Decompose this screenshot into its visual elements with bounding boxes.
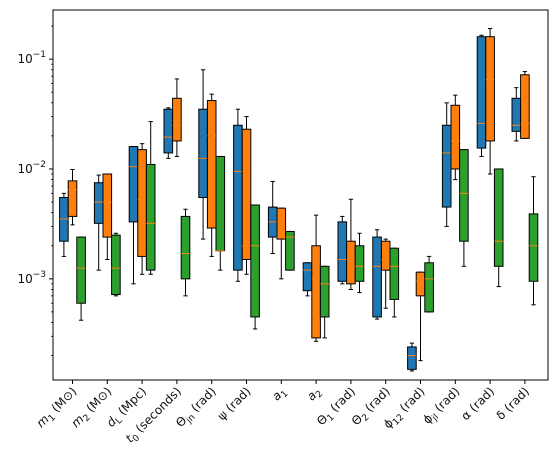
box-iqr <box>215 155 226 252</box>
x-tick-label: ϕjl (rad) <box>420 384 465 429</box>
y-tick-label: 10−3 <box>17 270 46 286</box>
box-iqr <box>180 215 191 280</box>
box-group <box>172 78 182 157</box>
box-group <box>441 102 452 227</box>
box-group <box>476 34 487 157</box>
box-group <box>493 168 504 288</box>
box-group <box>276 207 287 280</box>
box-iqr <box>241 128 252 260</box>
box-group <box>267 180 278 255</box>
box-iqr <box>424 262 434 313</box>
box-group <box>145 121 156 275</box>
box-iqr <box>441 124 452 208</box>
box-group <box>59 192 69 257</box>
box-group <box>163 107 174 159</box>
box-iqr <box>493 168 504 267</box>
plot-frame <box>52 9 549 381</box>
box-group <box>415 271 426 362</box>
box-group <box>354 232 365 294</box>
y-tick-label: 10−2 <box>17 160 46 176</box>
box-group <box>215 155 226 271</box>
box-iqr <box>415 271 426 297</box>
box-group <box>285 230 295 271</box>
box-group <box>380 238 391 309</box>
box-group <box>137 143 147 275</box>
box-group <box>311 214 321 342</box>
box-iqr <box>389 247 400 300</box>
y-axis: 10−3 10−2 10−1 <box>17 25 53 357</box>
x-tick-label: ψ (rad) <box>215 384 254 423</box>
x-tick-label: δ (rad) <box>494 384 532 422</box>
box-iqr <box>459 149 469 242</box>
box-iqr <box>354 245 365 282</box>
box-group <box>102 173 113 260</box>
box-group <box>302 262 313 297</box>
box-group <box>511 87 522 142</box>
box-iqr <box>137 149 147 257</box>
box-iqr <box>450 104 461 170</box>
box-iqr <box>145 163 156 271</box>
box-iqr <box>163 108 174 154</box>
box-group <box>128 146 139 285</box>
box-group <box>233 108 243 282</box>
box-iqr <box>250 204 260 318</box>
box-iqr <box>102 173 113 238</box>
x-tick-label: α (rad) <box>458 384 497 423</box>
box-iqr <box>346 240 356 285</box>
box-iqr <box>407 346 417 370</box>
box-iqr <box>485 36 495 142</box>
box-group <box>76 236 86 321</box>
x-tick-label: a2 <box>304 384 325 405</box>
box-iqr <box>285 230 295 271</box>
box-group <box>450 94 461 181</box>
box-group <box>198 69 208 240</box>
box-group <box>337 215 348 285</box>
box-iqr <box>380 240 391 271</box>
box-iqr <box>206 100 217 229</box>
box-iqr <box>311 245 321 339</box>
box-iqr <box>520 74 530 139</box>
box-marks <box>59 28 539 372</box>
box-group <box>206 93 217 257</box>
box-group <box>424 255 434 313</box>
box-iqr <box>233 124 243 271</box>
box-group <box>407 342 417 372</box>
box-group <box>241 116 252 275</box>
box-iqr <box>372 236 382 318</box>
box-iqr <box>276 207 287 240</box>
y-tick-label: 10−1 <box>17 50 46 66</box>
box-iqr <box>128 146 139 223</box>
box-group <box>520 71 530 139</box>
box-iqr <box>172 97 182 142</box>
box-iqr <box>511 97 522 132</box>
box-group <box>250 204 260 330</box>
x-tick-label: a1 <box>269 384 290 405</box>
box-group <box>372 229 382 320</box>
box-group <box>485 28 495 175</box>
box-group <box>180 208 191 297</box>
box-iqr <box>76 236 86 304</box>
box-group <box>319 265 330 339</box>
box-group <box>528 176 539 306</box>
box-group <box>459 149 469 267</box>
box-group <box>346 198 356 290</box>
box-iqr <box>319 265 330 318</box>
box-group <box>111 232 121 297</box>
box-group <box>389 247 400 318</box>
box-iqr <box>93 182 104 224</box>
box-iqr <box>528 213 539 282</box>
box-iqr <box>67 180 78 217</box>
box-group <box>93 174 104 271</box>
box-iqr <box>198 108 208 199</box>
box-iqr <box>302 262 313 292</box>
box-iqr <box>476 36 487 149</box>
x-axis: m1 (M⊙)m2 (M⊙)dL (Mpc)t0 (seconds)Θjn (r… <box>34 380 532 446</box>
box-iqr <box>111 234 121 296</box>
box-group <box>67 168 78 226</box>
box-iqr <box>337 221 348 282</box>
